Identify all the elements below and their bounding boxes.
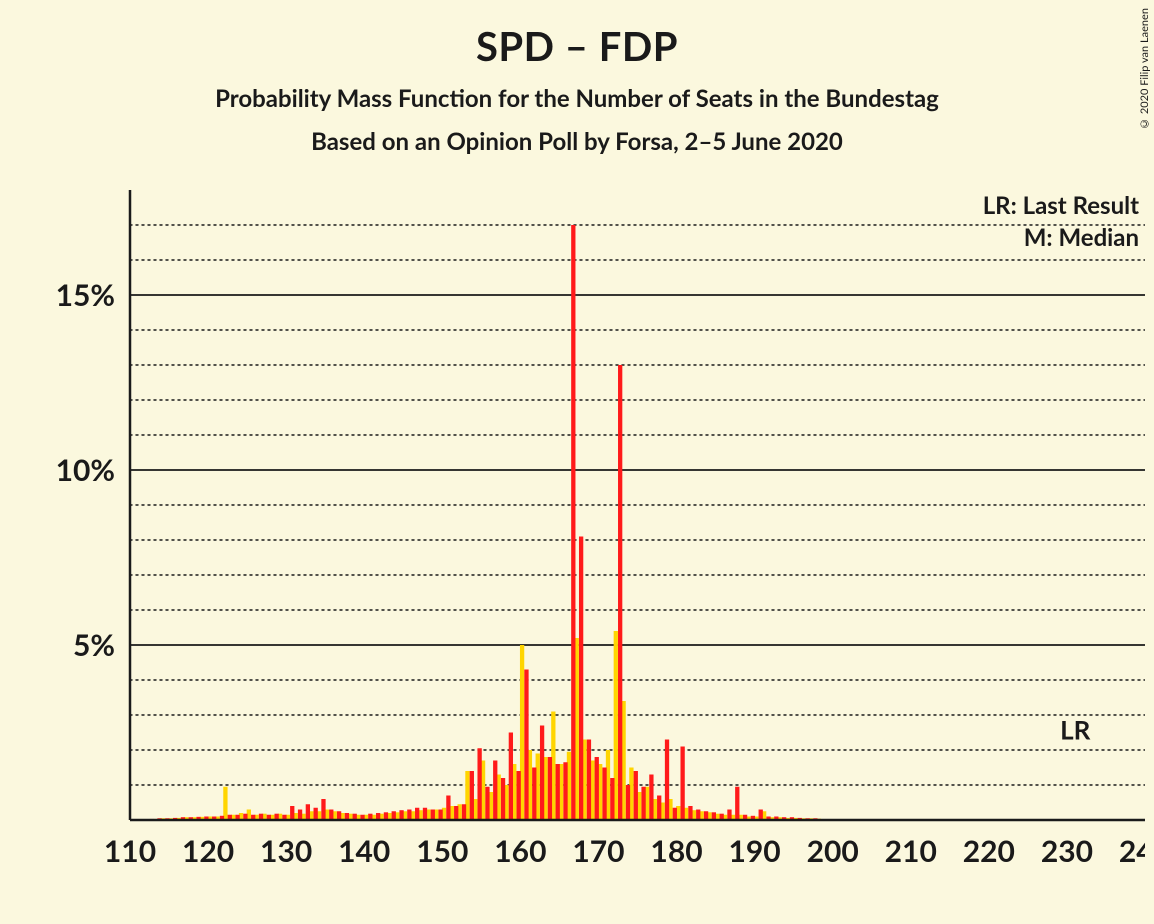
svg-text:15%: 15% — [56, 277, 115, 313]
svg-text:200: 200 — [807, 833, 859, 869]
svg-text:160: 160 — [494, 833, 546, 869]
chart-subtitle-1: Probability Mass Function for the Number… — [0, 84, 1154, 113]
svg-text:170: 170 — [572, 833, 624, 869]
svg-text:190: 190 — [729, 833, 781, 869]
svg-text:LR: LR — [1060, 714, 1091, 746]
svg-text:5%: 5% — [73, 627, 115, 663]
svg-text:240: 240 — [1119, 833, 1145, 869]
copyright-text: © 2020 Filip van Laenen — [1138, 8, 1151, 130]
chart-area: 5% 10% 15% 110 120 130 140 150 160 170 180 190 200 21… — [45, 190, 1145, 890]
svg-text:10%: 10% — [56, 452, 115, 488]
svg-text:210: 210 — [885, 833, 937, 869]
chart-subtitle-2: Based on an Opinion Poll by Forsa, 2–5 J… — [0, 127, 1154, 156]
svg-text:M: Median: M: Median — [1024, 223, 1139, 252]
svg-text:120: 120 — [182, 833, 234, 869]
chart-svg: 5% 10% 15% 110 120 130 140 150 160 170 180 190 200 21… — [45, 190, 1145, 890]
svg-text:110: 110 — [104, 833, 156, 869]
svg-text:180: 180 — [650, 833, 702, 869]
chart-title: SPD – FDP — [0, 22, 1154, 70]
svg-text:150: 150 — [416, 833, 468, 869]
svg-text:140: 140 — [338, 833, 390, 869]
svg-text:130: 130 — [260, 833, 312, 869]
svg-text:230: 230 — [1041, 833, 1093, 869]
svg-text:LR: Last Result: LR: Last Result — [983, 191, 1139, 220]
svg-text:220: 220 — [963, 833, 1015, 869]
